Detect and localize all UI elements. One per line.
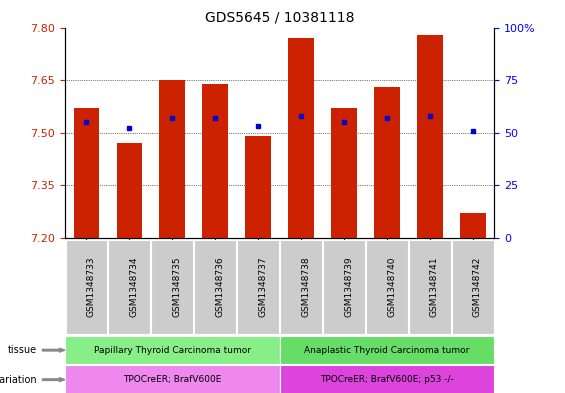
Text: genotype/variation: genotype/variation bbox=[0, 375, 37, 385]
Text: GSM1348738: GSM1348738 bbox=[301, 257, 310, 317]
Text: Anaplastic Thyroid Carcinoma tumor: Anaplastic Thyroid Carcinoma tumor bbox=[305, 346, 470, 354]
Text: tissue: tissue bbox=[7, 345, 37, 355]
Bar bbox=[159, 80, 185, 238]
Bar bbox=[331, 108, 357, 238]
Text: GSM1348741: GSM1348741 bbox=[430, 257, 439, 317]
Bar bbox=[288, 38, 314, 238]
Text: Papillary Thyroid Carcinoma tumor: Papillary Thyroid Carcinoma tumor bbox=[94, 346, 251, 354]
Text: GSM1348740: GSM1348740 bbox=[387, 257, 396, 317]
Text: GSM1348739: GSM1348739 bbox=[344, 257, 353, 317]
Text: GSM1348742: GSM1348742 bbox=[473, 257, 482, 317]
Bar bbox=[73, 108, 99, 238]
Bar bbox=[417, 35, 443, 238]
Bar bbox=[460, 213, 486, 238]
Text: GSM1348736: GSM1348736 bbox=[215, 257, 224, 317]
Text: GSM1348737: GSM1348737 bbox=[258, 257, 267, 317]
Text: GSM1348733: GSM1348733 bbox=[86, 257, 95, 317]
Bar bbox=[374, 87, 400, 238]
Bar bbox=[116, 143, 142, 238]
Bar bbox=[202, 84, 228, 238]
Text: TPOCreER; BrafV600E: TPOCreER; BrafV600E bbox=[123, 375, 221, 384]
Title: GDS5645 / 10381118: GDS5645 / 10381118 bbox=[205, 11, 354, 25]
Text: GSM1348734: GSM1348734 bbox=[129, 257, 138, 317]
Text: GSM1348735: GSM1348735 bbox=[172, 257, 181, 317]
Text: TPOCreER; BrafV600E; p53 -/-: TPOCreER; BrafV600E; p53 -/- bbox=[320, 375, 454, 384]
Bar bbox=[245, 136, 271, 238]
